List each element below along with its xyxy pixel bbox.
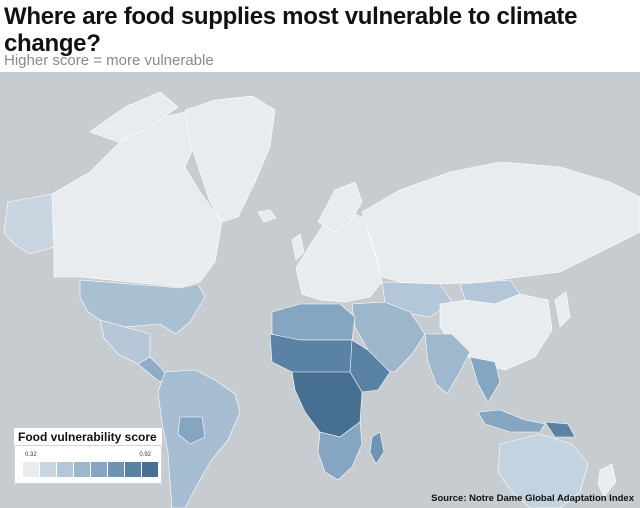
- europe: [295, 209, 383, 303]
- arctic-islands: [89, 91, 179, 143]
- scandinavia: [317, 181, 363, 233]
- legend-swatch: [142, 462, 159, 477]
- north-africa: [271, 303, 356, 341]
- legend-swatch: [40, 462, 57, 477]
- southern-africa: [317, 421, 363, 481]
- greenland: [184, 95, 276, 223]
- legend-min-label: 0.32: [25, 452, 37, 458]
- legend-swatch: [57, 462, 74, 477]
- japan: [554, 291, 571, 328]
- legend-swatch: [74, 462, 91, 477]
- madagascar: [369, 431, 385, 465]
- australia: [497, 433, 589, 508]
- bolivia-paraguay: [177, 416, 206, 445]
- page-subtitle: Higher score = more vulnerable: [4, 52, 214, 69]
- legend-swatch: [91, 462, 108, 477]
- southeast-asia: [469, 356, 501, 403]
- iceland: [257, 209, 277, 223]
- middle-east: [351, 301, 426, 373]
- usa: [79, 279, 206, 335]
- legend: Food vulnerability score 0.32 0.92: [14, 428, 162, 484]
- legend-scale: 0.32 0.92: [14, 445, 162, 484]
- uk: [291, 233, 305, 261]
- papua-new-guinea: [544, 421, 576, 438]
- legend-swatch: [108, 462, 125, 477]
- legend-swatches: [23, 462, 159, 477]
- legend-max-label: 0.92: [139, 452, 151, 458]
- legend-swatch: [23, 462, 40, 477]
- russia: [361, 161, 640, 285]
- indonesia: [477, 409, 546, 433]
- legend-swatch: [125, 462, 142, 477]
- new-zealand: [597, 463, 617, 498]
- source-credit: Source: Notre Dame Global Adaptation Ind…: [431, 493, 634, 504]
- legend-title: Food vulnerability score: [18, 430, 157, 444]
- india: [424, 333, 471, 395]
- header: Where are food supplies most vulnerable …: [0, 0, 640, 72]
- page-title: Where are food supplies most vulnerable …: [4, 3, 578, 57]
